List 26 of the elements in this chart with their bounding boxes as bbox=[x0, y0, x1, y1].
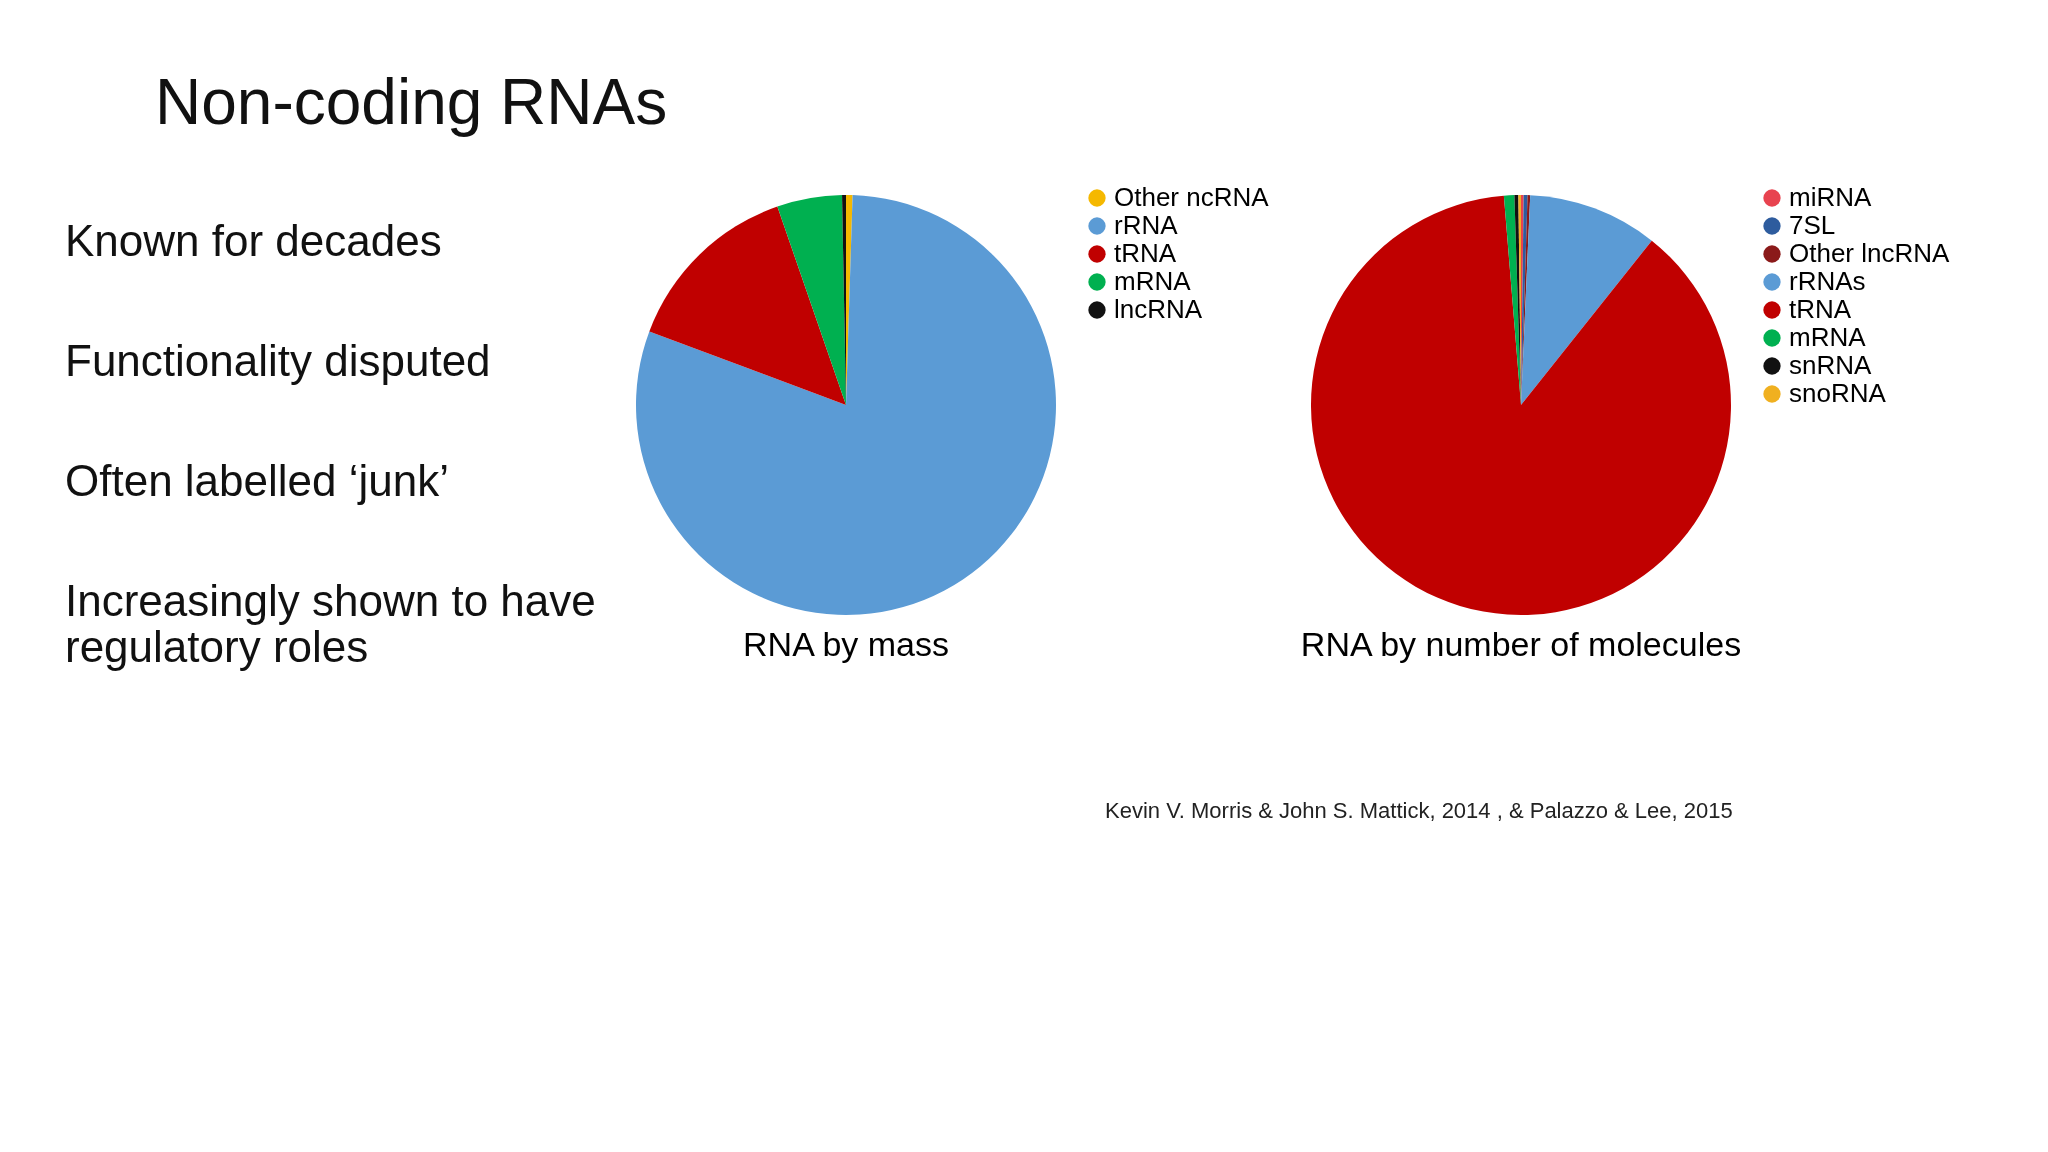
pie-slice bbox=[649, 206, 846, 405]
legend-label: rRNA bbox=[1114, 210, 1179, 240]
legend-label: Other lncRNA bbox=[1789, 238, 1951, 268]
legend-label: mRNA bbox=[1114, 266, 1192, 296]
legend-label: Other ncRNA bbox=[1114, 182, 1270, 212]
text: Increasingly shown to have regulatory roles bbox=[65, 576, 596, 671]
legend-label: tRNA bbox=[1114, 238, 1177, 268]
legend-label: snRNA bbox=[1789, 350, 1873, 380]
text: Often labelled ‘junk’ bbox=[65, 456, 450, 505]
text: Non-coding RNAs bbox=[155, 66, 668, 138]
text: Known for decades bbox=[65, 216, 442, 265]
legend-label: rRNAs bbox=[1789, 266, 1866, 296]
text: Kevin V. Morris & John S. Mattick, 2014 , & Palazzo & Lee, 2015 bbox=[1105, 798, 1733, 823]
legend-label: tRNA bbox=[1789, 294, 1852, 324]
legend-label: lncRNA bbox=[1114, 294, 1203, 324]
legend-label: miRNA bbox=[1789, 182, 1872, 212]
text: RNA by mass bbox=[743, 625, 949, 663]
legend-label: snoRNA bbox=[1789, 378, 1887, 408]
text: Functionality disputed bbox=[65, 336, 491, 385]
pie-slice bbox=[777, 195, 846, 405]
legend-label: mRNA bbox=[1789, 322, 1867, 352]
pie-slice bbox=[1311, 195, 1731, 615]
pie-slice bbox=[636, 195, 1056, 615]
legend-label: 7SL bbox=[1789, 210, 1836, 240]
pie-slice bbox=[1521, 195, 1652, 405]
text: RNA by number of molecules bbox=[1300, 625, 1742, 663]
